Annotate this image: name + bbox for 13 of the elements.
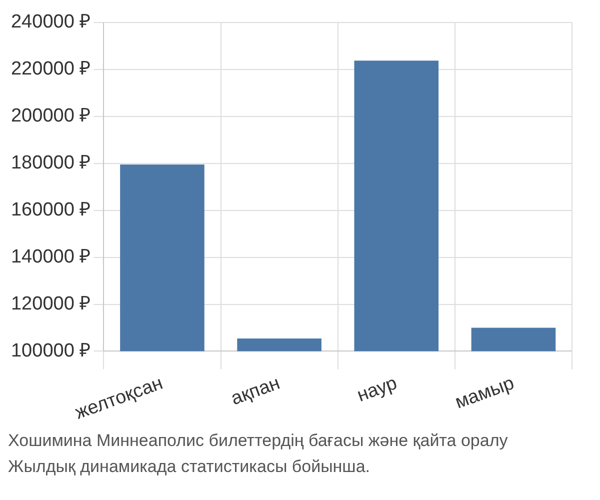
y-tick-label: 180000 ₽ bbox=[10, 152, 91, 174]
y-tick-label: 160000 ₽ bbox=[10, 200, 91, 221]
x-tick-label: наур bbox=[354, 372, 400, 406]
y-tick-label: 140000 ₽ bbox=[10, 246, 91, 268]
y-tick-label: 120000 ₽ bbox=[10, 293, 91, 314]
y-tick-label: 220000 ₽ bbox=[10, 58, 91, 80]
y-tick-label: 200000 ₽ bbox=[10, 106, 91, 127]
x-tick-label: ақпан bbox=[228, 372, 283, 410]
text: Хошимина Миннеаполис билеттердің бағасы және қайта оралу bbox=[8, 430, 509, 452]
text: Жылдық динамикада статистикасы бойынша. bbox=[8, 456, 371, 478]
y-tick-label: 240000 ₽ bbox=[10, 12, 91, 33]
y-tick-label: 100000 ₽ bbox=[10, 340, 91, 362]
x-tick-label: мамыр bbox=[452, 372, 517, 414]
